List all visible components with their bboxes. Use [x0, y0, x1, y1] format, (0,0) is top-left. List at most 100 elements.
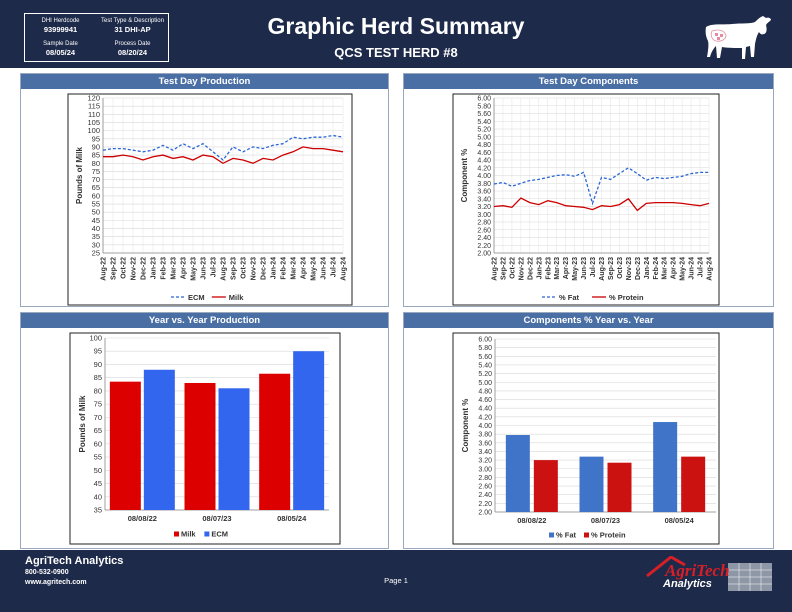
x-tick-label: Feb-24 [281, 257, 288, 280]
y-tick-label: 4.80 [477, 142, 491, 149]
x-tick-label: Feb-23 [161, 257, 168, 280]
y-tick-label: 45 [92, 216, 100, 225]
page-number: Page 1 [384, 576, 408, 585]
bar-milk [259, 373, 291, 510]
y-tick-label: 65 [94, 426, 102, 435]
y-tick-label: 100 [89, 334, 102, 343]
y-tick-label: 5.20 [478, 371, 492, 378]
y-tick-label: 30 [92, 240, 100, 249]
x-tick-label: Apr-24 [301, 257, 308, 279]
y-tick-label: 3.80 [477, 181, 491, 188]
bar-fat [653, 422, 678, 512]
y-tick-label: 105 [87, 118, 100, 127]
series-line-ecm [102, 134, 344, 161]
bar-fat [579, 456, 604, 512]
y-tick-label: 5.20 [477, 127, 491, 134]
x-tick-label: Jan-24 [271, 257, 278, 279]
y-tick-label: 75 [94, 400, 102, 409]
x-tick-label: Nov-23 [626, 257, 633, 280]
y-tick-label: 90 [94, 360, 102, 369]
y-tick-label: 80 [92, 159, 100, 168]
y-tick-label: 50 [92, 208, 100, 217]
herdcode-cell: DHI Herdcode 93999941 [25, 17, 96, 35]
y-tick-label: 75 [92, 167, 100, 176]
panel-title-test-day-production: Test Day Production [21, 74, 388, 89]
panel-year-vs-year-production: Year vs. Year Production 35 40 45 50 55 60 65 7… [20, 312, 389, 549]
y-tick-label: 2.20 [478, 501, 492, 508]
y-tick-label: 5.40 [478, 362, 492, 369]
y-tick-label: 2.00 [477, 251, 491, 258]
series-line-protein [493, 197, 710, 212]
legend-label: % Fat [559, 293, 580, 302]
x-tick-label: May-23 [191, 257, 198, 281]
y-tick-label: 35 [94, 506, 102, 515]
x-tick-label: Apr-23 [181, 257, 188, 279]
panel-title-components-year-vs-year: Components % Year vs. Year [404, 313, 773, 328]
x-tick-label: Jul-23 [211, 257, 218, 277]
x-tick-label: May-24 [680, 257, 687, 281]
process-date-value: 08/20/24 [117, 48, 148, 57]
x-tick-label: 08/07/23 [591, 516, 620, 525]
y-tick-label: 5.80 [478, 345, 492, 352]
page-title: Graphic Herd Summary [267, 13, 525, 39]
cow-icon [705, 16, 771, 59]
sample-date-label: Sample Date [43, 41, 78, 47]
y-tick-label: 4.20 [478, 414, 492, 421]
y-tick-label: 25 [92, 249, 100, 258]
panel-test-day-production: Test Day Production 25 30 35 40 45 50 55 60 65 70… [20, 73, 389, 307]
series-line-milk [103, 146, 344, 165]
logo-top-text: AgriTech [664, 561, 730, 580]
chart-test-day-production: 2530354045505560657075808590951001051101… [67, 93, 353, 306]
x-tick-label: Jun-24 [689, 257, 696, 280]
herd-info-box: DHI Herdcode 93999941 Test Type & Descri… [24, 13, 169, 62]
bar-ecm [293, 351, 325, 510]
legend-label: % Fat [556, 531, 577, 540]
x-tick-label: Aug-23 [599, 257, 606, 281]
y-tick-label: 55 [92, 200, 100, 209]
panel-test-day-components: Test Day Components 2.00 2.20 2.40 2.60 2.80… [403, 73, 774, 307]
y-tick-label: 50 [94, 466, 102, 475]
x-tick-label: Oct-23 [241, 257, 248, 279]
y-tick-label: 6.00 [478, 337, 492, 344]
y-tick-label: 5.40 [477, 119, 491, 126]
process-date-label: Process Date [114, 41, 151, 47]
legend-swatch [204, 531, 210, 537]
test-type-cell: Test Type & Description 31 DHI-AP [97, 17, 168, 35]
y-tick-label: 5.80 [477, 103, 491, 110]
y-tick-label: 3.00 [477, 212, 491, 219]
y-tick-label: 5.60 [478, 354, 492, 361]
panel-title-year-vs-year-production: Year vs. Year Production [21, 313, 388, 328]
legend-label: Milk [229, 293, 244, 302]
chart-test-day-components: 2.002.202.402.602.803.003.203.403.603.80… [452, 93, 720, 306]
y-tick-label: 2.40 [478, 492, 492, 499]
x-tick-label: 08/05/24 [277, 514, 307, 523]
x-tick-label: Aug-24 [341, 257, 348, 281]
x-tick-label: Aug-22 [101, 257, 108, 281]
x-tick-label: Jul-24 [698, 257, 705, 277]
y-tick-label: 85 [94, 373, 102, 382]
y-tick-label: 100 [87, 126, 100, 135]
y-tick-label: 3.80 [478, 432, 492, 439]
footer-bar [0, 550, 792, 612]
y-axis-title: Pounds of Milk [75, 147, 84, 204]
x-tick-label: May-24 [311, 257, 318, 281]
x-tick-label: Mar-23 [171, 257, 178, 280]
bar-protein [607, 462, 632, 512]
legend-label: % Protein [591, 531, 626, 540]
logo-grid-lines [728, 563, 772, 591]
legend-label: ECM [211, 530, 228, 539]
y-tick-label: 5.60 [477, 111, 491, 118]
y-tick-label: 95 [92, 134, 100, 143]
x-tick-label: Jan-23 [151, 257, 158, 279]
x-tick-label: Jul-24 [331, 257, 338, 277]
y-tick-label: 2.00 [478, 510, 492, 517]
x-tick-label: Jun-23 [581, 257, 588, 280]
y-tick-label: 35 [92, 232, 100, 241]
y-tick-label: 45 [94, 479, 102, 488]
y-tick-label: 4.40 [478, 406, 492, 413]
bar-milk [184, 382, 216, 510]
legend-swatch [549, 532, 554, 538]
y-tick-label: 4.00 [478, 423, 492, 430]
x-tick-label: Feb-23 [545, 257, 552, 280]
x-tick-label: 08/07/23 [202, 514, 231, 523]
